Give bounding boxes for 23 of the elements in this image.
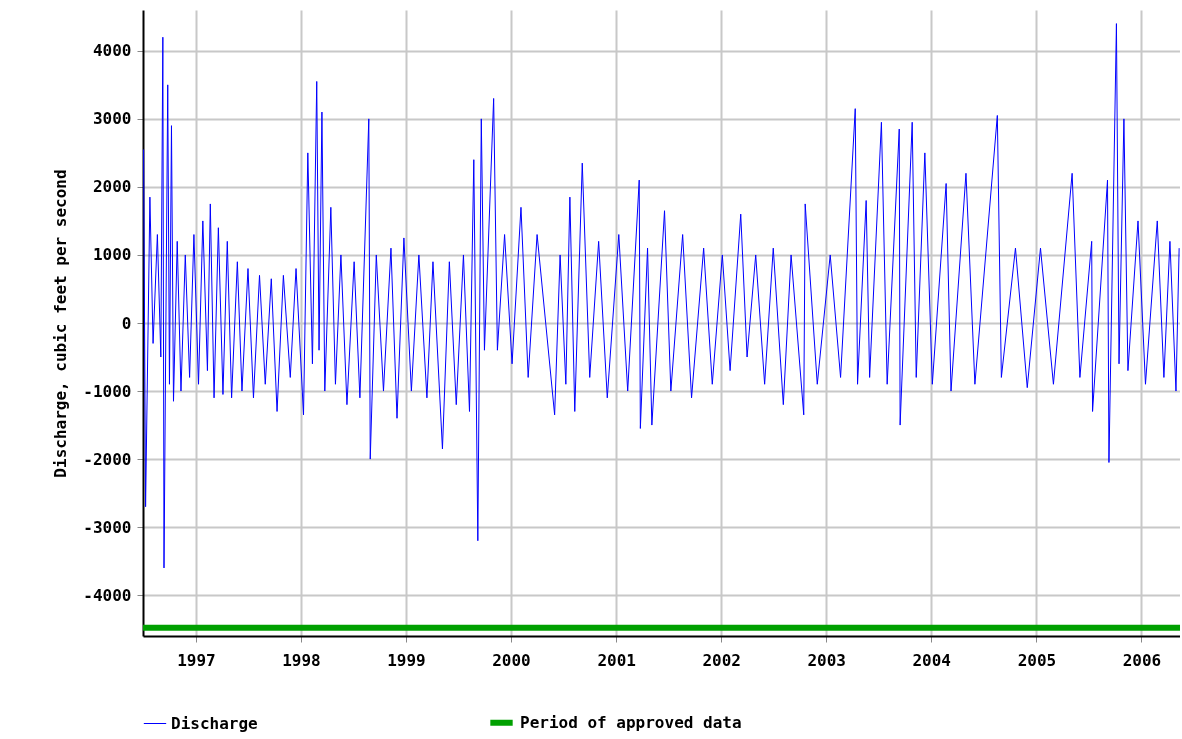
- y-tick-label: -4000: [83, 585, 132, 605]
- y-tick-label: -2000: [83, 449, 132, 469]
- y-tick-label: 0: [121, 313, 132, 333]
- x-tick-label: 1999: [387, 650, 426, 670]
- y-tick-label: -3000: [83, 517, 132, 537]
- x-tick-label: 2003: [807, 650, 846, 670]
- y-tick-label: 2000: [92, 177, 132, 197]
- x-tick-label: 2005: [1017, 650, 1057, 670]
- x-tick-label: 2004: [912, 650, 951, 670]
- y-axis-title: Discharge, cubic feet per second: [51, 169, 71, 478]
- legend-label: Period of approved data: [520, 712, 742, 732]
- y-tick-label: 1000: [92, 245, 132, 265]
- x-tick-label: 2006: [1122, 650, 1162, 670]
- legend-label: Discharge: [171, 713, 258, 733]
- x-tick-label: 2001: [597, 650, 636, 670]
- line-series: [143, 23, 1180, 569]
- x-tick-label: 2000: [492, 650, 531, 670]
- y-tick-label: -1000: [83, 381, 132, 401]
- y-tick-label: 4000: [92, 41, 132, 61]
- x-tick-label: 1998: [282, 650, 321, 670]
- x-tick-label: 1997: [177, 650, 216, 670]
- x-tick-label: 2002: [702, 650, 741, 670]
- y-tick-label: 3000: [92, 109, 132, 129]
